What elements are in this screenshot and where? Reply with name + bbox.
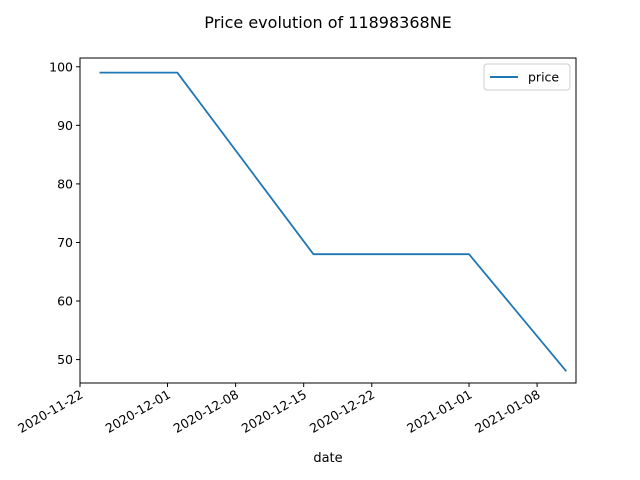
y-tick-label: 50 (57, 352, 73, 367)
plot-area (80, 58, 576, 383)
y-tick-label: 90 (57, 118, 73, 133)
x-tick-label: 2020-12-22 (307, 387, 377, 436)
y-tick-label: 60 (57, 294, 73, 309)
x-axis-label: date (313, 451, 342, 466)
x-tick-label: 2021-01-01 (404, 387, 474, 436)
plot-frame (79, 57, 577, 384)
y-axis: 50 60 70 80 90 100 (49, 59, 80, 367)
y-tick-label: 70 (57, 235, 73, 250)
x-tick-label: 2020-12-01 (103, 387, 173, 436)
x-tick-label: 2020-11-22 (15, 387, 85, 436)
x-axis: 2020-11-22 2020-12-012020-12-082020-12-15… (15, 383, 543, 436)
series-line-price (99, 71, 567, 372)
y-tick-label: 80 (57, 176, 73, 191)
x-tick-label: 2020-12-08 (171, 387, 241, 436)
y-tick-label: 100 (49, 59, 73, 74)
legend-box (483, 63, 571, 91)
x-tick-label: 2021-01-08 (472, 387, 542, 436)
legend: price (483, 63, 571, 91)
legend-label-price: price (528, 70, 559, 85)
x-tick-label: 2020-12-15 (239, 387, 309, 436)
chart-title: Price evolution of 11898368NE (204, 13, 452, 32)
